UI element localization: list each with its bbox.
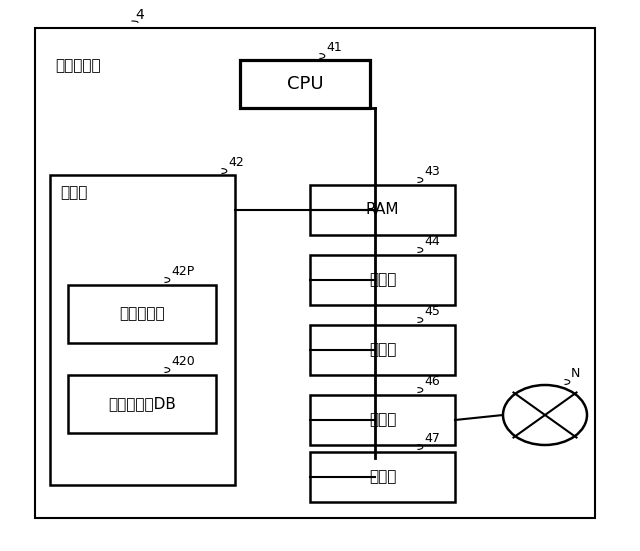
Text: 41: 41 [326,41,342,54]
Text: 43: 43 [424,165,440,178]
Text: 42P: 42P [171,265,195,278]
Text: CPU: CPU [287,75,323,93]
Text: 通信部: 通信部 [369,413,396,428]
Bar [310,325,455,375]
Bar [310,185,455,235]
Text: 46: 46 [424,375,440,388]
Ellipse shape [503,385,587,445]
Bar [68,375,216,433]
Bar [310,395,455,445]
Text: N: N [571,367,580,380]
Text: サーバ装置: サーバ装置 [55,58,100,73]
Text: 420: 420 [171,355,195,368]
Text: コンテンツDB: コンテンツDB [108,397,176,412]
Bar [68,285,216,343]
Text: 44: 44 [424,235,440,248]
Bar [35,28,595,518]
Text: 計時部: 計時部 [369,469,396,484]
Text: プログラム: プログラム [119,306,165,321]
Text: RAM: RAM [365,203,399,218]
Text: 4: 4 [136,8,145,22]
Text: 入力部: 入力部 [369,273,396,288]
Text: 42: 42 [228,156,244,169]
Bar [310,255,455,305]
Text: 47: 47 [424,432,440,445]
Text: 表示部: 表示部 [369,343,396,358]
Bar [310,452,455,502]
Text: 45: 45 [424,305,440,318]
Text: 記憶部: 記憶部 [60,186,88,201]
Bar [50,175,235,485]
Bar [240,60,370,108]
